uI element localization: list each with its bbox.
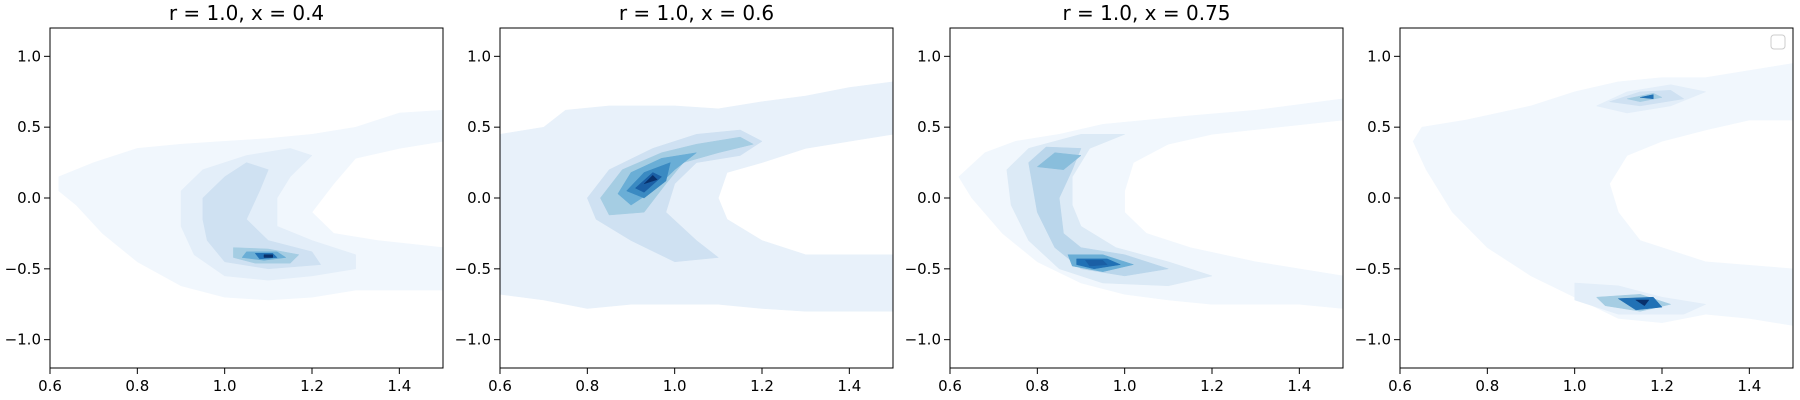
chart-title: r = 1.0, x = 0.6 — [619, 1, 774, 25]
x-tick-label: 1.2 — [300, 377, 324, 395]
y-tick-label: −0.5 — [455, 260, 491, 278]
x-tick-label: 1.4 — [837, 377, 861, 395]
contour-level-7 — [1084, 260, 1108, 267]
contour-level-1 — [1412, 63, 1793, 326]
chart-title: r = 1.0, x = 0.4 — [169, 1, 324, 25]
x-tick-label: 1.2 — [1200, 377, 1224, 395]
x-tick-label: 0.6 — [38, 377, 62, 395]
contour-level-7 — [263, 254, 273, 258]
panel-4: 0.6 0.8 1.0 1.2 1.4 1.0 0.5 0.0 −0.5 −1.0 — [1355, 27, 1794, 395]
contour-level-1 — [500, 81, 893, 312]
legend-box — [1770, 34, 1786, 50]
chart-title: r = 1.0, x = 0.75 — [1062, 1, 1230, 25]
x-tick-label: 0.8 — [575, 377, 599, 395]
x-tick-label: 1.2 — [750, 377, 774, 395]
x-tick-label: 1.4 — [387, 377, 411, 395]
y-tick-label: 0.5 — [917, 118, 941, 136]
x-tick-label: 0.8 — [125, 377, 149, 395]
x-tick-label: 0.6 — [938, 377, 962, 395]
y-tick-label: −1.0 — [5, 331, 41, 349]
y-tick-label: −1.0 — [905, 331, 941, 349]
x-tick-label: 1.2 — [1650, 377, 1674, 395]
contour-level-3 — [202, 162, 322, 270]
panel-2: r = 1.0, x = 0.6 0.6 0.8 1.0 1.2 1.4 1.0 0.5 0.0… — [455, 1, 894, 395]
contour-level-8 — [1617, 296, 1663, 311]
y-tick-label: 0.0 — [467, 189, 491, 207]
contour-level-2 — [587, 129, 763, 263]
y-tick-label: 0.0 — [1367, 189, 1391, 207]
y-tick-label: −0.5 — [5, 260, 41, 278]
panel-1: r = 1.0, x = 0.4 0.6 0.8 1.0 1.2 1.4 1.0 0.5 0.0… — [5, 1, 444, 395]
y-tick-label: −1.0 — [455, 331, 491, 349]
y-tick-label: 1.0 — [1367, 47, 1391, 65]
panel-3: r = 1.0, x = 0.75 0.6 0.8 1.0 1.2 1.4 1.0 0.5 0.… — [905, 1, 1344, 395]
x-tick-label: 1.0 — [1563, 377, 1587, 395]
x-tick-label: 1.0 — [213, 377, 237, 395]
x-tick-label: 1.0 — [1113, 377, 1137, 395]
y-tick-label: 0.5 — [17, 118, 41, 136]
y-tick-label: 0.5 — [467, 118, 491, 136]
contour-level-4 — [1036, 152, 1082, 170]
x-tick-label: 0.6 — [1388, 377, 1412, 395]
x-tick-label: 1.0 — [663, 377, 687, 395]
x-tick-label: 1.4 — [1287, 377, 1311, 395]
contour-level-5 — [1640, 94, 1654, 100]
contour-level-3 — [1028, 146, 1169, 277]
x-tick-label: 0.8 — [1025, 377, 1049, 395]
contour-group — [58, 109, 443, 301]
y-tick-label: 0.5 — [1367, 118, 1391, 136]
y-tick-label: 1.0 — [17, 47, 41, 65]
y-tick-label: 1.0 — [917, 47, 941, 65]
x-tick-label: 0.8 — [1475, 377, 1499, 395]
y-tick-label: 0.0 — [17, 189, 41, 207]
y-tick-label: 1.0 — [467, 47, 491, 65]
y-tick-label: −0.5 — [905, 260, 941, 278]
contour-group — [958, 98, 1343, 309]
contour-level-7 — [643, 174, 658, 185]
contour-level-9 — [1634, 299, 1650, 307]
contour-group — [500, 81, 893, 312]
x-tick-label: 1.4 — [1737, 377, 1761, 395]
contour-group — [1412, 63, 1793, 326]
x-tick-label: 0.6 — [488, 377, 512, 395]
y-tick-label: −0.5 — [1355, 260, 1391, 278]
y-tick-label: −1.0 — [1355, 331, 1391, 349]
y-tick-label: 0.0 — [917, 189, 941, 207]
